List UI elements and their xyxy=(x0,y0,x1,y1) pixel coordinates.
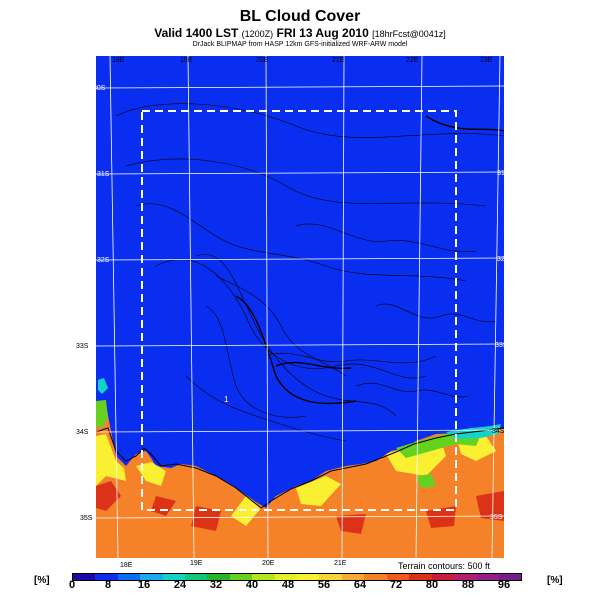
colorbar-swatch xyxy=(117,574,141,580)
lat-label-left: 35S xyxy=(80,515,93,522)
colorbar-swatch xyxy=(229,574,253,580)
colorbar-tick-label: 40 xyxy=(245,579,259,591)
valid-utc: (1200Z) xyxy=(241,29,274,39)
colorbar-tick-label: 96 xyxy=(497,579,511,591)
valid-time-line: Valid 1400 LST (1200Z) FRI 13 Aug 2010 [… xyxy=(0,26,600,40)
lon-label-bottom: 18E xyxy=(120,562,133,569)
cloud-cover-map: 1 xyxy=(96,56,504,558)
lat-label-right: 31S xyxy=(497,170,510,177)
colorbar-swatch xyxy=(95,574,118,580)
cloud-field-cyan xyxy=(98,378,501,439)
colorbar-swatch xyxy=(341,574,365,580)
colorbar-swatch xyxy=(431,574,454,580)
colorbar-swatch xyxy=(207,574,230,580)
valid-date: FRI 13 Aug 2010 xyxy=(276,26,369,40)
coastline xyxy=(96,427,504,509)
lon-label-top: 19E xyxy=(180,57,193,64)
colorbar-tick-label: 48 xyxy=(281,579,295,591)
terrain-contour-note: Terrain contours: 500 ft xyxy=(398,561,491,571)
colorbar-tick-label: 24 xyxy=(173,579,187,591)
colorbar-tick-label: 8 xyxy=(104,579,112,591)
colorbar-swatch xyxy=(364,574,387,580)
colorbar-swatch xyxy=(453,574,477,580)
lat-label-right: 34S xyxy=(492,428,505,435)
colorbar-tick-label: 16 xyxy=(137,579,151,591)
lat-label-right: 30S xyxy=(505,84,518,91)
colorbar-tick-label: 72 xyxy=(389,579,403,591)
colorbar-swatch xyxy=(274,574,298,580)
cloud-field-yellow xyxy=(96,434,496,526)
lon-label-bottom: 19E xyxy=(190,560,203,567)
chart-title: BL Cloud Cover xyxy=(239,8,361,25)
colorbar-tick-label: 80 xyxy=(425,579,439,591)
lon-label-top: 21E xyxy=(332,57,345,64)
colorbar-unit-right: [%] xyxy=(547,575,563,586)
lon-label-top: 20E xyxy=(256,57,269,64)
lon-label-top: 23E xyxy=(480,57,493,64)
lon-label-bottom: 21E xyxy=(334,560,347,567)
colorbar-swatch xyxy=(162,574,186,580)
forecast-tag: [18hrFcst@0041z] xyxy=(372,29,446,39)
colorbar-swatch xyxy=(252,574,275,580)
lat-label-left: 32S xyxy=(97,257,110,264)
lon-label-top: 22E xyxy=(406,57,419,64)
model-credit: DrJack BLIPMAP from HASP 12km GFS-initia… xyxy=(192,41,408,48)
colorbar-swatch xyxy=(498,574,522,580)
colorbar-tick-label: 0 xyxy=(68,579,76,591)
colorbar-tick-label: 32 xyxy=(209,579,223,591)
cloud-field-red xyxy=(96,481,504,534)
colorbar-swatch xyxy=(476,574,499,580)
lat-label-left: 33S xyxy=(76,343,89,350)
lat-label-right: 33S xyxy=(495,342,508,349)
inner-domain-boundary xyxy=(141,110,457,511)
valid-line: Valid 1400 LST xyxy=(154,26,239,40)
lat-label-left: 34S xyxy=(76,429,89,436)
colorbar-swatch xyxy=(386,574,410,580)
colorbar-tick-label: 88 xyxy=(461,579,475,591)
colorbar xyxy=(72,573,522,581)
lat-label-left: 31S xyxy=(97,171,110,178)
lat-label-right: 35S xyxy=(490,514,503,521)
colorbar-swatch xyxy=(140,574,163,580)
colorbar-unit-left: [%] xyxy=(34,575,50,586)
colorbar-tick-label: 64 xyxy=(353,579,367,591)
terrain-contours xyxy=(115,103,504,442)
colorbar-swatch xyxy=(409,574,432,580)
colorbar-swatch xyxy=(185,574,208,580)
lon-label-bottom: 20E xyxy=(262,560,275,567)
lat-label-right: 32S xyxy=(497,256,510,263)
colorbar-swatch xyxy=(297,574,320,580)
graticule xyxy=(96,56,504,558)
colorbar-tick-label: 56 xyxy=(317,579,331,591)
lat-label-left: 30S xyxy=(93,85,106,92)
terrain-contours-bold xyxy=(235,115,504,405)
colorbar-swatch xyxy=(319,574,342,580)
point-marker: 1 xyxy=(224,395,229,404)
colorbar-swatch xyxy=(73,574,96,580)
lon-label-top: 18E xyxy=(112,57,125,64)
